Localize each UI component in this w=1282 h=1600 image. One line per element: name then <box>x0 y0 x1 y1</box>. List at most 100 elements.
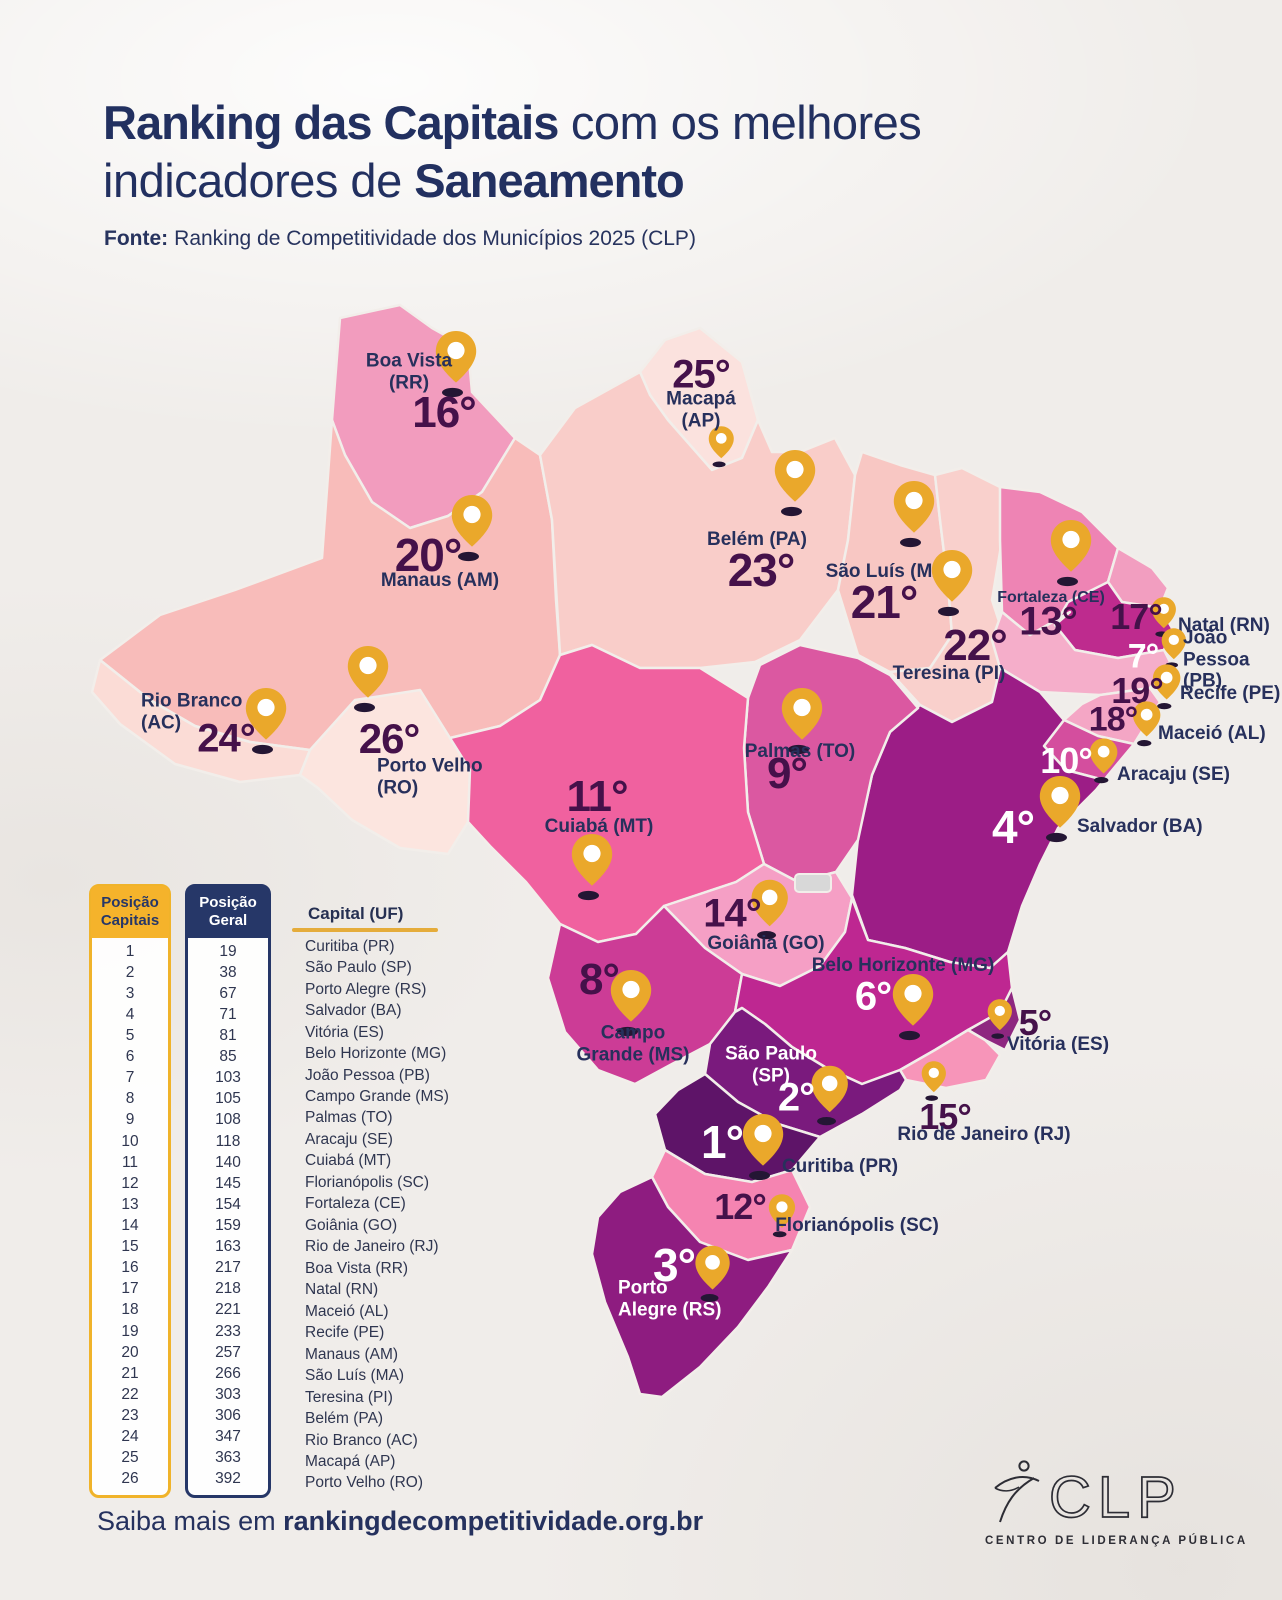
table-column-posicao-geral: Posição Geral 19 38 67 71 81 85 103 105 108 118 14… <box>185 884 271 1498</box>
rank-label-porto-alegre: 3° <box>653 1239 696 1291</box>
table-cell-capital: Aracaju (SE) <box>305 1130 393 1148</box>
map-pin-icon-porto-alegre <box>693 1244 732 1304</box>
table-cell-posicao-capitais: 4 <box>125 1005 135 1023</box>
city-label-florianopolis: Florianópolis (SC) <box>775 1215 939 1237</box>
table-cell-capital: João Pessoa (PB) <box>305 1066 430 1084</box>
map-pin-icon-joao-pessoa <box>1160 627 1188 669</box>
table-cell-capital: Curitiba (PR) <box>305 937 395 955</box>
table-cell-posicao-geral: 233 <box>215 1322 241 1340</box>
rank-label-recife: 19° <box>1111 670 1163 711</box>
state-SP <box>703 1006 908 1139</box>
table-column-posicao-capitais: Posição Capitais 1 2 3 4 5 6 7 8 9 10 11 12 13 14 15 16… <box>89 884 171 1498</box>
city-label-teresina: Teresina (PI) <box>892 663 1006 685</box>
table-cell-capital: Macapá (AP) <box>305 1452 396 1470</box>
city-label-rio-de-janeiro: Rio de Janeiro (RJ) <box>897 1124 1071 1146</box>
footer-prefix: Saiba mais em <box>97 1506 284 1536</box>
table-cell-capital: Salvador (BA) <box>305 1002 402 1020</box>
rank-label-porto-velho: 26° <box>358 715 421 762</box>
rank-label-manaus: 20° <box>394 529 463 581</box>
table-cell-posicao-geral: 19 <box>219 942 237 960</box>
table-cell-posicao-capitais: 2 <box>125 963 135 981</box>
rank-label-natal: 17° <box>1110 596 1162 637</box>
column-header-capital-uf: Capital (UF) <box>308 904 404 923</box>
table-cell-posicao-capitais: 12 <box>121 1174 139 1192</box>
table-cell-posicao-capitais: 19 <box>121 1322 139 1340</box>
state-PA <box>538 370 857 670</box>
city-label-porto-alegre: Porto Alegre (RS) <box>618 1277 722 1320</box>
table-cell-posicao-geral: 159 <box>215 1216 241 1234</box>
state-PE <box>990 610 1172 697</box>
table-cell-capital: Belém (PA) <box>305 1410 384 1428</box>
rank-label-goiania: 14° <box>703 891 761 936</box>
state-DF <box>794 873 832 893</box>
city-label-vitoria: Vitória (ES) <box>1006 1034 1110 1056</box>
city-label-belem: Belém (PA) <box>707 529 807 551</box>
state-SE <box>1042 718 1136 782</box>
rank-label-vitoria: 5° <box>1018 1002 1052 1043</box>
table-cell-posicao-geral: 140 <box>215 1153 241 1171</box>
map-pin-icon-cuiaba <box>569 832 615 902</box>
map-pin-icon-florianopolis <box>767 1193 797 1239</box>
state-AL <box>1062 686 1162 746</box>
map-pin-icon-belo-horizonte <box>890 972 936 1042</box>
column-body-posicao-capitais: 1 2 3 4 5 6 7 8 9 10 11 12 13 14 15 16 17 18 19 20 21 22 23 24 2… <box>92 938 168 1495</box>
column-body-capital-uf: Curitiba (PR) São Paulo (SP) Porto Alegre … <box>305 936 525 1494</box>
table-cell-posicao-geral: 221 <box>215 1301 241 1319</box>
rank-label-aracaju: 10° <box>1040 740 1092 781</box>
city-label-recife: Recife (PE) <box>1180 683 1281 705</box>
title-rest-1: com os melhores <box>558 96 922 149</box>
city-label-curitiba: Curitiba (PR) <box>781 1156 899 1178</box>
table-cell-capital: São Luís (MA) <box>305 1367 405 1385</box>
map-pin-icon-belem <box>772 448 818 518</box>
city-label-rio-branco: Rio Branco (AC) <box>141 690 243 733</box>
table-cell-posicao-geral: 85 <box>219 1048 237 1066</box>
footer-link[interactable]: rankingdecompetitividade.org.br <box>283 1506 704 1536</box>
table-cell-capital: Fortaleza (CE) <box>305 1195 406 1213</box>
table-cell-posicao-geral: 347 <box>215 1428 241 1446</box>
footer-text: Saiba mais em rankingdecompetitividade.o… <box>97 1506 703 1537</box>
table-cell-posicao-capitais: 7 <box>125 1069 135 1087</box>
table-cell-capital: Boa Vista (RR) <box>305 1259 409 1277</box>
table-cell-posicao-capitais: 21 <box>121 1364 139 1382</box>
table-cell-posicao-capitais: 9 <box>125 1111 135 1129</box>
map-pin-icon-boa-vista <box>433 329 479 399</box>
table-cell-posicao-geral: 266 <box>215 1364 241 1382</box>
column-header-posicao-geral: Posição Geral <box>187 886 269 938</box>
rank-label-florianopolis: 12° <box>714 1186 766 1227</box>
map-pin-icon-manaus <box>449 493 495 563</box>
table-cell-capital: Cuiabá (MT) <box>305 1152 392 1170</box>
rank-label-belem: 23° <box>727 544 796 596</box>
state-MG <box>733 896 1014 1086</box>
city-label-fortaleza: Fortaleza (CE) <box>997 588 1105 606</box>
table-cell-posicao-capitais: 3 <box>125 984 135 1002</box>
table-cell-capital: Rio Branco (AC) <box>305 1431 418 1449</box>
city-label-sao-luis: São Luís (MA) <box>825 561 953 583</box>
table-cell-posicao-capitais: 24 <box>121 1428 139 1446</box>
capital-header-underline <box>292 928 438 932</box>
city-label-cuiaba: Cuiabá (MT) <box>544 816 654 838</box>
table-cell-posicao-capitais: 17 <box>121 1280 139 1298</box>
state-AC <box>90 658 312 784</box>
map-pin-icon-recife <box>1151 663 1182 711</box>
table-cell-posicao-capitais: 18 <box>121 1301 139 1319</box>
rank-label-maceio: 18° <box>1088 700 1138 739</box>
title-bold-2: Saneamento <box>414 154 684 208</box>
table-cell-posicao-geral: 38 <box>219 963 237 981</box>
state-SC <box>650 1148 812 1262</box>
table-cell-posicao-capitais: 26 <box>121 1470 139 1488</box>
state-RR <box>330 303 517 530</box>
source-text: Ranking de Competitividade dos Município… <box>174 227 696 250</box>
rank-label-rio-branco: 24° <box>197 716 255 761</box>
table-cell-posicao-geral: 363 <box>215 1449 241 1467</box>
table-cell-posicao-geral: 257 <box>215 1343 241 1361</box>
state-CE <box>998 485 1120 637</box>
rank-label-sao-luis: 21° <box>850 576 919 628</box>
table-cell-posicao-geral: 67 <box>219 984 237 1002</box>
state-BA <box>850 666 1106 970</box>
table-cell-posicao-geral: 81 <box>219 1026 237 1044</box>
state-MS <box>546 904 744 1086</box>
city-label-joao-pessoa: João Pessoa (PB) <box>1183 627 1250 692</box>
page-title: Ranking das Capitais com os melhores ind… <box>103 94 1163 211</box>
table-cell-posicao-capitais: 16 <box>121 1259 139 1277</box>
city-label-aracaju: Aracaju (SE) <box>1117 764 1230 786</box>
